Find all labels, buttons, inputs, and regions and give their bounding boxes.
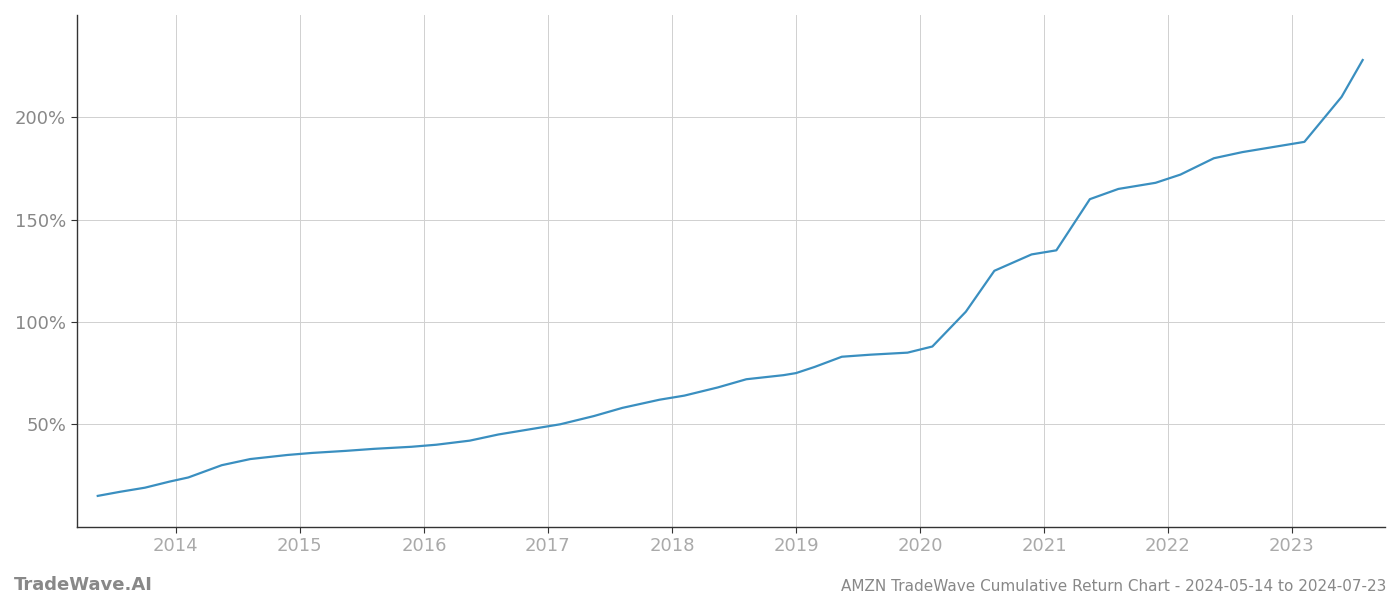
Text: AMZN TradeWave Cumulative Return Chart - 2024-05-14 to 2024-07-23: AMZN TradeWave Cumulative Return Chart -…	[840, 579, 1386, 594]
Text: TradeWave.AI: TradeWave.AI	[14, 576, 153, 594]
